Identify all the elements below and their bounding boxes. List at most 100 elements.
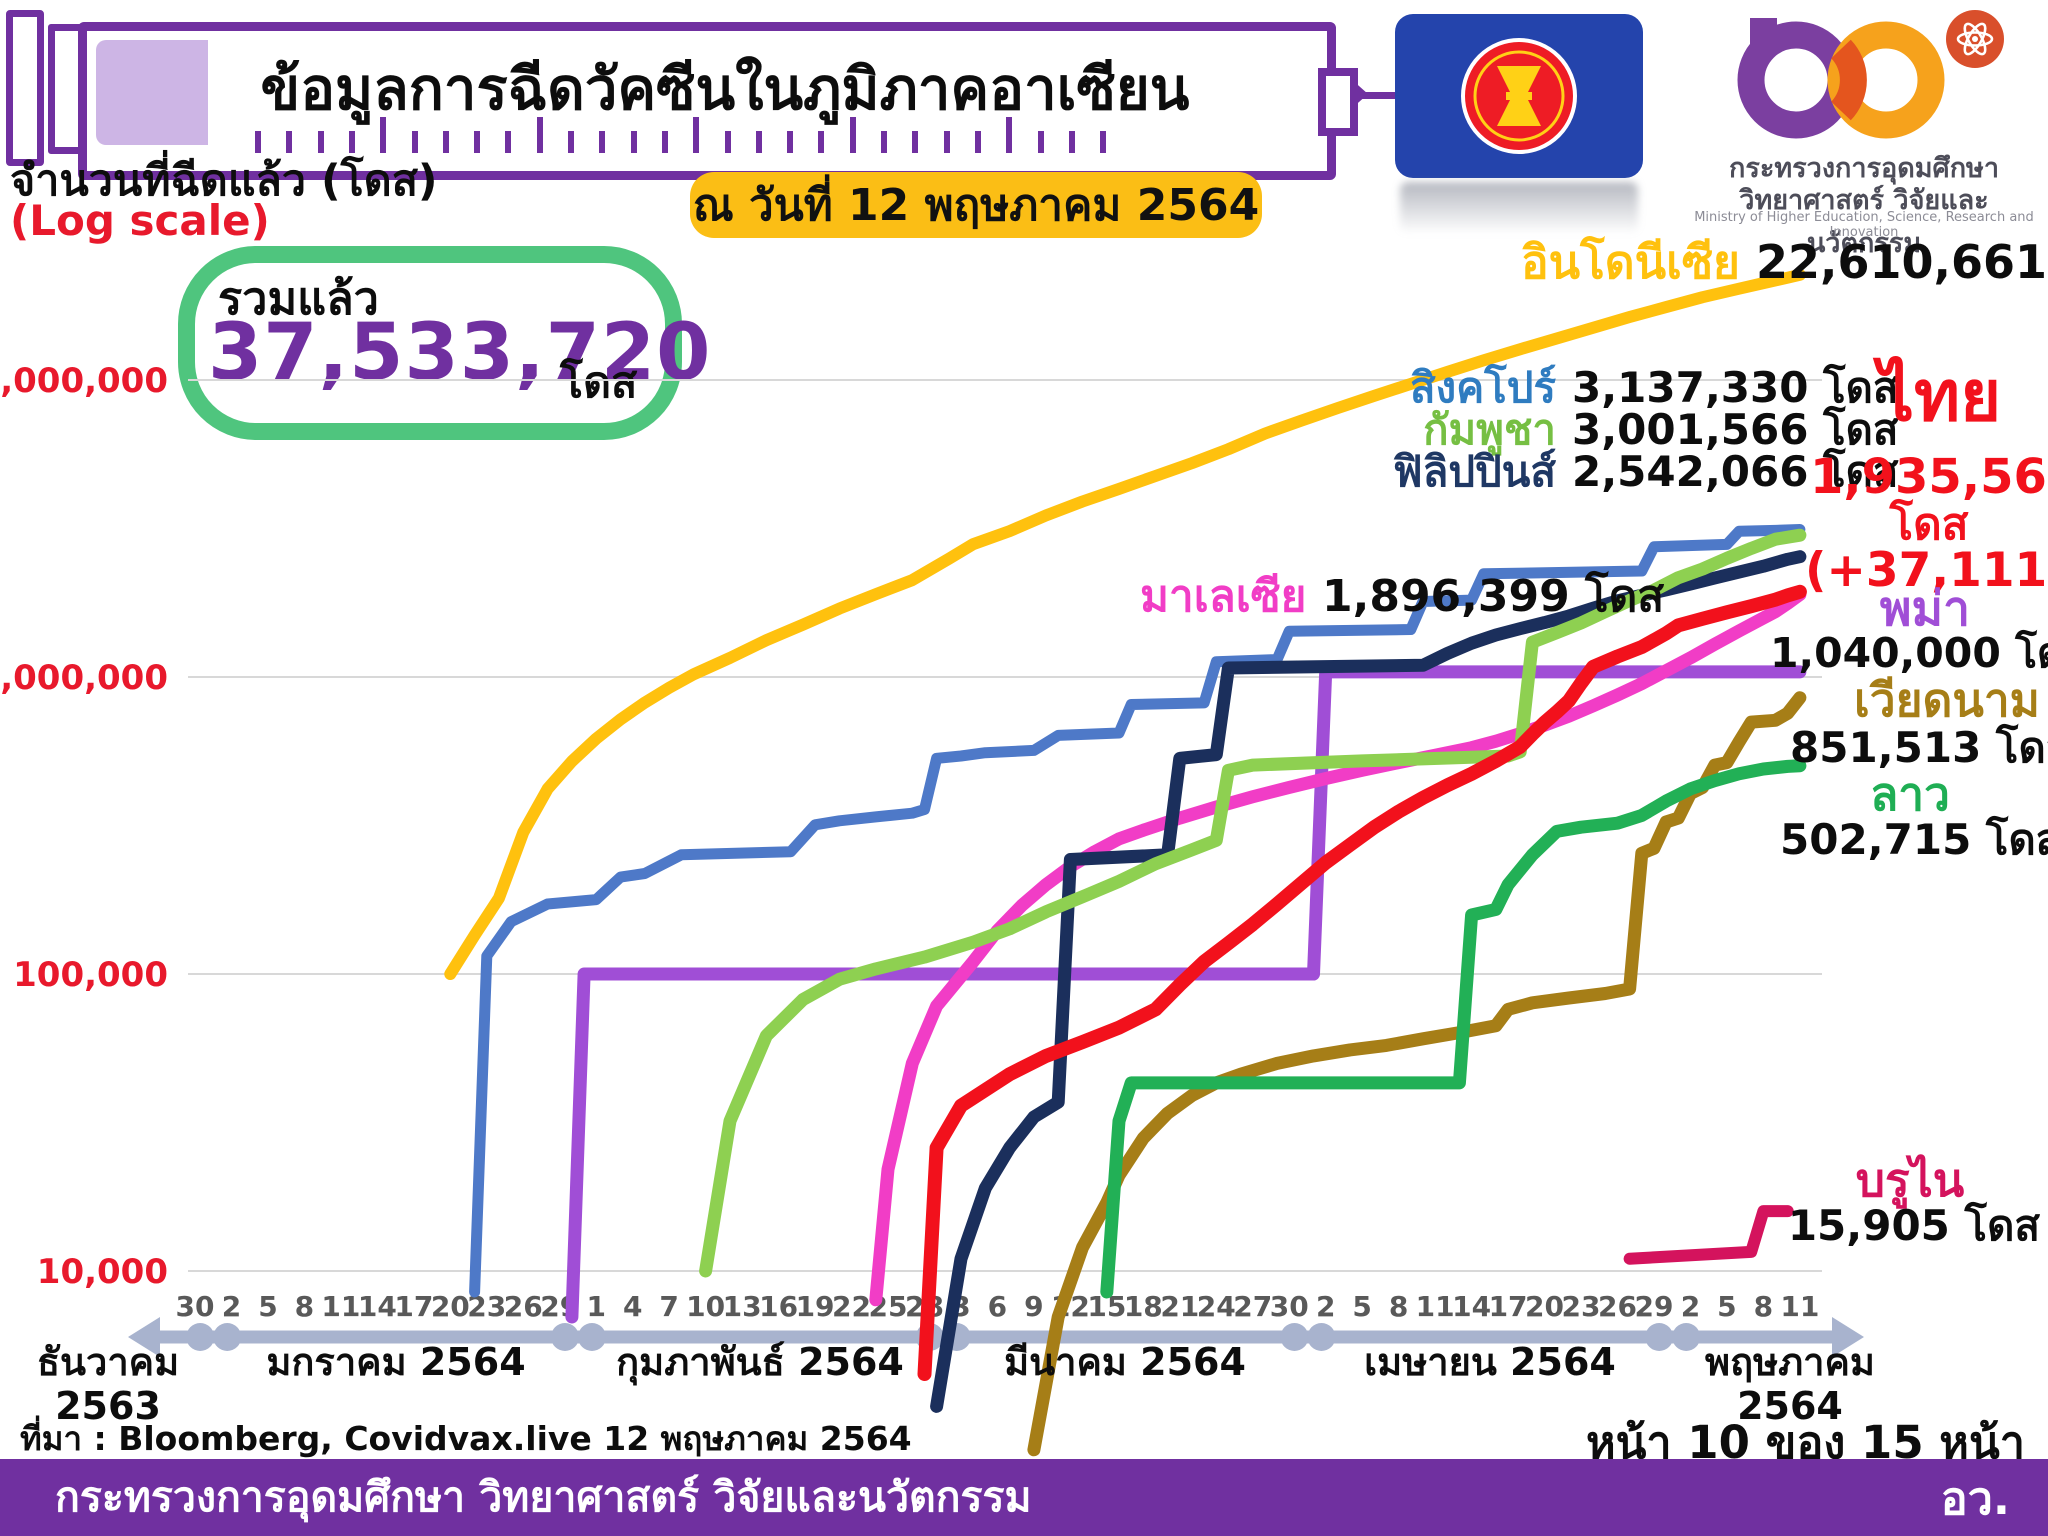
- date-badge: ณ วันที่ 12 พฤษภาคม 2564: [690, 172, 1262, 238]
- month-boundary-dot: [1672, 1323, 1701, 1351]
- footer-ministry-name: กระทรวงการอุดมศึกษา วิทยาศาสตร์ วิจัยและ…: [55, 1473, 1032, 1521]
- y-tick-label: 10,000,000: [0, 361, 168, 401]
- x-tick-label: 2: [222, 1290, 241, 1323]
- label-cambodia: กัมพูชา: [1423, 405, 1556, 454]
- syringe-tick: [317, 131, 324, 153]
- label-thailand: (+37,111): [1805, 543, 2048, 598]
- month-boundary-dot: [213, 1323, 242, 1351]
- series-line-vietnam: [1027, 691, 1807, 1457]
- series-line-laos: [1100, 759, 1807, 1299]
- syringe-tick: [693, 117, 700, 153]
- x-tick-label: 29: [1634, 1290, 1673, 1323]
- y-tick-label: 10,000: [37, 1252, 168, 1292]
- total-unit: โดส: [560, 358, 638, 408]
- mhesi-name-th-line1: กระทรวงการอุดมศึกษา: [1729, 153, 1999, 184]
- page-title: ข้อมูลการฉีดวัคซีนในภูมิภาคอาเซียน: [260, 54, 1190, 123]
- syringe-tick: [599, 131, 606, 153]
- x-tick-label: 19: [796, 1290, 835, 1323]
- syringe-tick: [568, 131, 574, 153]
- x-tick-label: 7: [659, 1290, 678, 1323]
- month-label: มกราคม 2564: [266, 1340, 526, 1384]
- label-philippines: 2,542,066 โดส: [1572, 447, 1899, 496]
- label-indonesia: 22,610,661 โดส: [1756, 235, 2048, 289]
- x-tick-label: 10: [686, 1290, 725, 1323]
- y-axis-caption: จำนวนที่ฉีดแล้ว (โดส): [10, 156, 438, 206]
- month-boundary-dot: [550, 1323, 579, 1351]
- total-value: 37,533,720: [208, 308, 712, 398]
- total-prefix: รวมแล้ว: [218, 272, 379, 325]
- syringe-tick: [755, 131, 762, 153]
- footer-bar: กระทรวงการอุดมศึกษา วิทยาศาสตร์ วิจัยและ…: [0, 1459, 2048, 1536]
- x-tick-label: 17: [1489, 1290, 1528, 1323]
- x-tick-label: 30: [176, 1290, 215, 1323]
- syringe-tick: [474, 131, 481, 153]
- x-tick-label: 4: [623, 1290, 642, 1323]
- syringe-needle: [1362, 92, 1402, 99]
- x-tick-label: 27: [1233, 1290, 1272, 1323]
- syringe-tick: [724, 131, 731, 153]
- syringe-tick: [286, 131, 293, 153]
- syringe-plunger-plate: [6, 10, 44, 166]
- series-line-philippines: [930, 550, 1807, 1413]
- syringe-tick: [912, 131, 919, 153]
- x-tick-label: 9: [1024, 1290, 1043, 1323]
- syringe-tick: [881, 131, 887, 153]
- label-singapore: สิงคโปร์: [1409, 363, 1556, 412]
- arrow-right-icon: [1832, 1317, 1864, 1357]
- x-tick-label: 17: [394, 1290, 433, 1323]
- month-boundary-dot: [1280, 1323, 1309, 1351]
- label-brunei: บรูไน: [1855, 1153, 1965, 1207]
- syringe-tick: [536, 117, 543, 153]
- flag-reflection: [1400, 182, 1638, 234]
- label-vietnam: เวียดนาม: [1854, 673, 2040, 727]
- series-line-thailand: [917, 584, 1807, 1381]
- arrow-left-icon: [128, 1317, 160, 1357]
- series-line-malaysia: [869, 588, 1807, 1307]
- x-tick-label: 14: [1452, 1290, 1491, 1323]
- month-boundary-dot: [1307, 1323, 1336, 1351]
- syringe-tick: [1068, 131, 1075, 153]
- month-label: มีนาคม 2564: [1004, 1340, 1246, 1384]
- syringe-tick: [380, 117, 387, 153]
- x-tick-label: 11: [1780, 1290, 1819, 1323]
- label-laos: ลาว: [1870, 767, 1950, 821]
- x-tick-label: 13: [723, 1290, 762, 1323]
- mhesi-logo: [1737, 10, 2004, 139]
- x-tick-label: 11: [321, 1290, 360, 1323]
- syringe-tick: [505, 131, 512, 153]
- series-line-brunei: [1623, 1205, 1794, 1265]
- mhesi-name-en: Ministry of Higher Education, Science, R…: [1694, 210, 2034, 240]
- label-thailand: โดส: [1889, 499, 1969, 550]
- y-tick-label: 100,000: [13, 955, 168, 995]
- month-boundary-dot: [577, 1323, 606, 1351]
- x-tick-label: 5: [258, 1290, 277, 1323]
- label-laos: 502,715 โดส: [1780, 815, 2048, 864]
- x-tick-label: 22: [832, 1290, 871, 1323]
- series-line-singapore: [469, 524, 1806, 1298]
- asean-flag-icon: [1395, 14, 1643, 178]
- x-tick-label: 14: [358, 1290, 397, 1323]
- x-tick-label: 24: [1197, 1290, 1236, 1323]
- logo-overlap-arc: [1830, 39, 1867, 121]
- x-tick-label: 2: [1316, 1290, 1335, 1323]
- syringe-tick: [787, 131, 794, 153]
- syringe-tick: [1100, 131, 1107, 153]
- month-label: พฤษภาคม 2564: [1705, 1340, 1875, 1428]
- source-note: ที่มา : Bloomberg, Covidvax.live 12 พฤษภ…: [20, 1419, 912, 1458]
- x-tick-label: 30: [1270, 1290, 1309, 1323]
- series-line-cambodia: [699, 528, 1807, 1278]
- series-line-indonesia: [444, 268, 1806, 980]
- label-thailand: ไทย: [1878, 355, 2002, 437]
- x-tick-label: 2: [1681, 1290, 1700, 1323]
- syringe-tick: [818, 131, 825, 153]
- x-tick-label: 21: [1160, 1290, 1199, 1323]
- syringe-tick: [943, 131, 950, 153]
- x-tick-label: 26: [504, 1290, 543, 1323]
- syringe-tick: [661, 131, 668, 153]
- label-brunei: 15,905 โดส: [1787, 1201, 2040, 1250]
- x-tick-label: 1: [586, 1290, 605, 1323]
- label-philippines: ฟิลิปปินส์: [1392, 447, 1556, 496]
- syringe-tick: [849, 117, 856, 153]
- syringe-tick: [442, 131, 449, 153]
